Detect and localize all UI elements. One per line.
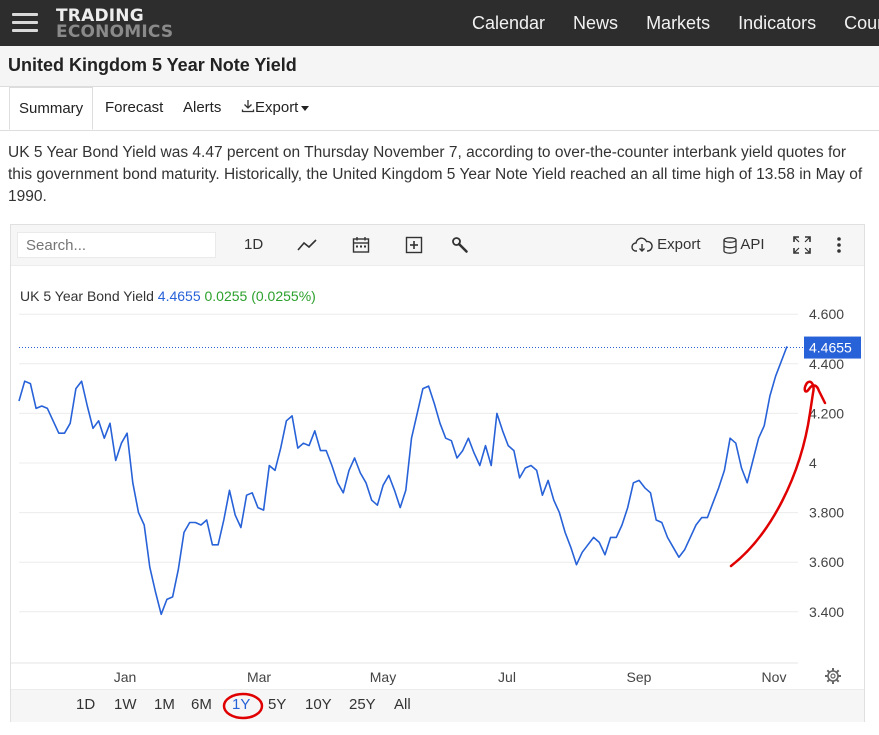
range-1y[interactable]: 1Y — [232, 696, 251, 713]
dropdown-caret-icon — [301, 105, 310, 111]
line-chart: 3.400 3.600 3.800 4 4.200 4.400 4.600 Jan Mar May… — [11, 306, 861, 685]
series-legend: UK 5 Year Bond Yield 4.4655 0.0255 (0.02… — [20, 288, 316, 304]
main-nav-links: Calendar News Markets Indicators Countri… — [472, 0, 879, 46]
tab-summary-label: Summary — [19, 100, 84, 117]
nav-link-indicators[interactable]: Indicators — [738, 12, 817, 33]
range-1d[interactable]: 1D — [76, 696, 96, 713]
api-label: API — [740, 236, 765, 253]
y-tick-label: 3.800 — [809, 505, 844, 521]
logo-line-2: ECONOMICS — [56, 22, 174, 42]
series-last-value: 4.4655 — [157, 288, 201, 304]
x-tick-label: Jul — [498, 669, 516, 685]
nav-link-calendar[interactable]: Calendar — [472, 12, 546, 33]
chart-widget: 1D Export API UK 5 Year Bond Yield 4. — [10, 224, 865, 722]
x-tick-label: Jan — [114, 669, 137, 685]
chart-axes: 3.400 3.600 3.800 4 4.200 4.400 4.600 Jan Mar May… — [114, 306, 861, 685]
export-chart-label: Export — [657, 236, 701, 253]
y-tick-label: 4 — [809, 455, 817, 471]
chart-search-input[interactable] — [17, 232, 216, 258]
plus-box-icon[interactable] — [405, 233, 423, 257]
tab-alerts-label: Alerts — [183, 99, 222, 116]
tab-alerts[interactable]: Alerts — [183, 87, 221, 130]
hamburger-menu-icon[interactable] — [12, 13, 38, 33]
line-chart-icon[interactable] — [297, 233, 317, 257]
range-5y[interactable]: 5Y — [268, 696, 287, 713]
tab-forecast-label: Forecast — [105, 99, 164, 116]
settings-gear-icon[interactable] — [825, 668, 841, 684]
tab-export-label: Export — [255, 99, 299, 116]
summary-paragraph: UK 5 Year Bond Yield was 4.47 percent on… — [8, 144, 863, 205]
nav-link-markets[interactable]: Markets — [646, 12, 711, 33]
y-tick-label: 4.400 — [809, 356, 844, 372]
red-annotation-circle — [222, 692, 264, 720]
download-icon — [241, 100, 255, 113]
tab-summary[interactable]: Summary — [9, 87, 94, 130]
x-tick-label: Sep — [627, 669, 652, 685]
api-button[interactable]: API — [723, 233, 765, 257]
series-name: UK 5 Year Bond Yield — [20, 288, 154, 304]
cloud-download-icon — [631, 237, 653, 253]
range-1w[interactable]: 1W — [114, 696, 137, 713]
x-tick-label: May — [370, 669, 396, 685]
top-navbar: TRADING ECONOMICS Calendar News Markets … — [0, 0, 879, 46]
x-tick-label: Mar — [247, 669, 271, 685]
series-line — [18, 346, 788, 616]
last-value-badge-text: 4.4655 — [809, 340, 852, 356]
nav-link-news[interactable]: News — [573, 12, 619, 33]
y-tick-label: 3.600 — [809, 554, 844, 570]
tab-export[interactable]: Export — [241, 87, 310, 130]
range-all[interactable]: All — [394, 696, 411, 713]
site-logo[interactable]: TRADING ECONOMICS — [56, 6, 174, 42]
logo-line-1: TRADING — [56, 6, 144, 26]
database-icon — [723, 236, 737, 254]
chart-toolbar: 1D Export API — [11, 225, 864, 266]
range-10y[interactable]: 10Y — [305, 696, 332, 713]
chart-grid — [11, 313, 798, 664]
chart-line-layer — [18, 346, 804, 616]
export-chart-button[interactable]: Export — [631, 233, 701, 257]
y-tick-label: 4.600 — [809, 306, 844, 322]
interval-button[interactable]: 1D — [244, 236, 264, 253]
fullscreen-icon[interactable] — [793, 233, 811, 257]
y-tick-label: 4.200 — [809, 405, 844, 421]
x-tick-label: Nov — [762, 669, 787, 685]
wrench-icon[interactable] — [451, 233, 469, 257]
series-change: 0.0255 (0.0255%) — [204, 288, 316, 304]
tab-bar: Summary Forecast Alerts Export — [0, 87, 879, 131]
more-vertical-icon[interactable] — [836, 233, 842, 257]
range-25y[interactable]: 25Y — [349, 696, 376, 713]
range-6m[interactable]: 6M — [191, 696, 212, 713]
red-annotation-arrow — [729, 380, 827, 568]
tab-forecast[interactable]: Forecast — [105, 87, 163, 130]
title-bar: United Kingdom 5 Year Note Yield — [0, 46, 879, 87]
page-title: United Kingdom 5 Year Note Yield — [8, 55, 297, 75]
range-selector: 1D 1W 1M 6M 1Y 5Y 10Y 25Y All — [11, 689, 864, 722]
range-1m[interactable]: 1M — [154, 696, 175, 713]
nav-link-countries[interactable]: Countries — [844, 12, 879, 33]
calendar-icon[interactable] — [352, 233, 370, 257]
y-tick-label: 3.400 — [809, 604, 844, 620]
last-value-badge — [804, 336, 861, 359]
